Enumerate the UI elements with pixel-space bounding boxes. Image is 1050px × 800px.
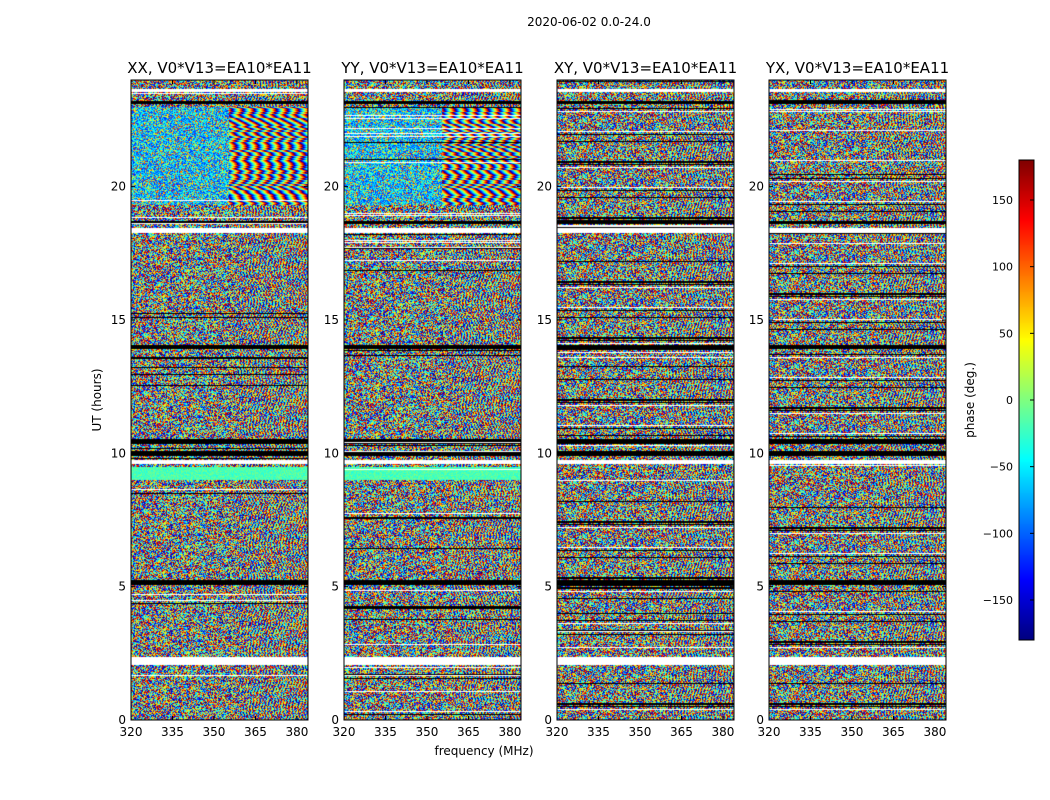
x-tick-label: 335	[374, 725, 397, 739]
y-tick-label: 5	[756, 580, 764, 594]
x-tick-label: 350	[203, 725, 226, 739]
x-tick-label: 365	[457, 725, 480, 739]
colorbar-gradient	[1019, 160, 1034, 640]
y-tick-label: 5	[544, 580, 552, 594]
x-axis-label: frequency (MHz)	[434, 744, 533, 758]
y-tick-label: 10	[111, 446, 126, 460]
panel-title: XY, V0*V13=EA10*EA11	[554, 59, 737, 77]
y-tick-label: 15	[111, 313, 126, 327]
panel-frame	[130, 79, 309, 721]
panel-title: YY, V0*V13=EA10*EA11	[340, 59, 523, 77]
phase-heatmap-yy	[344, 80, 521, 720]
x-tick-label: 380	[923, 725, 946, 739]
y-tick-label: 0	[756, 713, 764, 727]
y-tick-label: 20	[111, 180, 126, 194]
y-tick-label: 0	[331, 713, 339, 727]
panel-xy: XY, V0*V13=EA10*EA11 320 335 350 365 380 0 5 10 1…	[537, 59, 737, 739]
colorbar-tick-label: 50	[999, 327, 1013, 340]
panel-yx: YX, V0*V13=EA10*EA11 320 335 350 365 380 0 5 10 1…	[749, 59, 949, 739]
panel-frame	[768, 79, 947, 721]
x-tick-label: 380	[498, 725, 521, 739]
y-tick-label: 10	[324, 446, 339, 460]
x-tick-label: 365	[244, 725, 267, 739]
x-tick-label: 380	[285, 725, 308, 739]
panel-frame	[556, 79, 735, 721]
x-tick-label: 365	[670, 725, 693, 739]
panels-group: XX, V0*V13=EA10*EA11 320 335 350 365 380 0 5 10 1…	[111, 59, 949, 739]
x-tick-label: 350	[629, 725, 652, 739]
x-tick-label: 320	[333, 725, 356, 739]
y-tick-label: 0	[118, 713, 126, 727]
y-tick-label: 5	[331, 580, 339, 594]
x-tick-label: 320	[758, 725, 781, 739]
y-tick-label: 15	[749, 313, 764, 327]
panel-title: XX, V0*V13=EA10*EA11	[127, 59, 311, 77]
colorbar-tick-label: 100	[992, 261, 1013, 274]
colorbar-tick-label: 0	[1006, 394, 1013, 407]
x-tick-label: 335	[161, 725, 184, 739]
y-tick-label: 20	[324, 180, 339, 194]
x-tick-label: 350	[416, 725, 439, 739]
x-tick-label: 335	[799, 725, 822, 739]
colorbar: −150 −100 −50 0 50 100 150	[983, 159, 1035, 641]
x-tick-label: 335	[587, 725, 610, 739]
colorbar-tick-label: 150	[992, 194, 1013, 207]
colorbar-tick-label: −50	[990, 461, 1013, 474]
x-tick-label: 350	[841, 725, 864, 739]
y-tick-label: 10	[537, 446, 552, 460]
phase-heatmap-yx	[769, 80, 946, 720]
figure-title: 2020-06-02 0.0-24.0	[527, 15, 651, 29]
x-tick-label: 320	[120, 725, 143, 739]
y-tick-label: 5	[118, 580, 126, 594]
panel-xx: XX, V0*V13=EA10*EA11 320 335 350 365 380 0 5 10 1…	[111, 59, 312, 739]
y-tick-label: 0	[544, 713, 552, 727]
y-tick-label: 10	[749, 446, 764, 460]
panel-title: YX, V0*V13=EA10*EA11	[765, 59, 949, 77]
colorbar-label: phase (deg.)	[963, 362, 977, 438]
y-tick-label: 15	[324, 313, 339, 327]
colorbar-tick-label: −100	[983, 527, 1013, 540]
y-tick-label: 20	[537, 180, 552, 194]
panel-frame	[343, 79, 522, 721]
x-tick-label: 365	[882, 725, 905, 739]
phase-heatmap-xy	[557, 80, 734, 720]
y-axis-label: UT (hours)	[90, 368, 104, 431]
phase-heatmap-xx	[131, 80, 308, 720]
x-tick-label: 380	[711, 725, 734, 739]
y-tick-label: 20	[749, 180, 764, 194]
colorbar-tick-label: −150	[983, 594, 1013, 607]
x-tick-label: 320	[546, 725, 569, 739]
y-tick-label: 15	[537, 313, 552, 327]
panel-yy: YY, V0*V13=EA10*EA11 320 335 350 365 380 0 5 10 1…	[324, 59, 524, 739]
